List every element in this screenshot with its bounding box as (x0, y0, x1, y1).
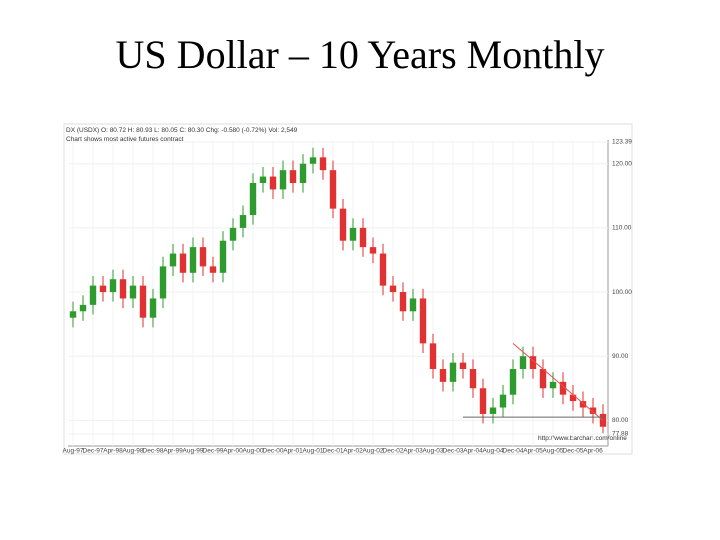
x-tick-label: Aug-02 (363, 448, 384, 455)
y-tick-label: 123.39 (612, 139, 632, 146)
candle-body (109, 279, 117, 293)
candle-body (549, 381, 557, 389)
candle-body (539, 369, 547, 389)
candle-body (219, 240, 227, 273)
x-tick-label: Apr-05 (523, 448, 543, 455)
y-tick-label: 90.00 (612, 353, 629, 360)
candle-body (249, 182, 257, 216)
candle-body (559, 381, 567, 395)
candle-body (329, 170, 337, 209)
candle-body (179, 253, 187, 273)
x-tick-label: Aug-98 (123, 448, 144, 455)
trend-line (512, 342, 604, 421)
candle-body (209, 266, 217, 273)
y-tick-label: 77.88 (612, 431, 629, 438)
candle-body (189, 247, 197, 273)
candle-body (459, 362, 467, 370)
candle-body (369, 247, 377, 254)
x-tick-label: Dec-00 (263, 448, 284, 455)
x-tick-label: Dec-03 (443, 448, 464, 455)
x-tick-label: Aug-99 (183, 448, 204, 455)
candle-body (509, 369, 517, 395)
x-tick-label: Apr-06 (583, 448, 603, 455)
x-tick-label: Dec-97 (83, 448, 104, 455)
candle-body (399, 292, 407, 312)
candle-body (569, 394, 577, 402)
candle-body (89, 285, 97, 305)
candle-body (299, 163, 307, 183)
y-tick-label: 120.00 (612, 160, 632, 167)
slide-title: US Dollar – 10 Years Monthly (116, 32, 605, 77)
x-tick-label: Aug-05 (543, 448, 564, 455)
candle-body (429, 343, 437, 370)
source: http://www.barchart.com/online (538, 435, 627, 442)
candle-body (479, 388, 487, 414)
candle-body (379, 253, 387, 286)
candle-body (309, 157, 317, 164)
y-tick-label: 110.00 (612, 225, 632, 232)
x-tick-label: Dec-05 (563, 448, 584, 455)
y-tick-label: 80.00 (612, 417, 629, 424)
x-tick-label: Aug-97 (63, 448, 84, 455)
candle-body (439, 369, 447, 382)
x-tick-label: Apr-99 (163, 448, 183, 455)
x-tick-label: Apr-03 (403, 448, 423, 455)
candle-body (149, 298, 157, 318)
candle-body (529, 356, 537, 370)
chart-subtitle: Chart shows most active futures contract (66, 136, 184, 143)
candle-body (339, 208, 347, 241)
candle-body (239, 215, 247, 228)
x-tick-label: Aug-03 (423, 448, 444, 455)
candle-body (489, 407, 497, 414)
x-tick-label: Dec-98 (143, 448, 164, 455)
candle-body (159, 266, 167, 299)
candle-body (579, 401, 587, 408)
candle-body (269, 176, 277, 190)
chart-frame (63, 123, 633, 455)
x-tick-label: Apr-01 (283, 448, 303, 455)
x-tick-label: Apr-04 (463, 448, 483, 455)
x-tick-label: Aug-04 (483, 448, 504, 455)
candle-body (289, 170, 297, 183)
candle-body (119, 279, 127, 299)
y-tick-label: 100.00 (612, 289, 632, 296)
x-tick-label: Apr-00 (223, 448, 243, 455)
candle-body (349, 227, 357, 241)
x-tick-label: Dec-01 (323, 448, 344, 455)
x-tick-label: Dec-99 (203, 448, 224, 455)
candle-body (469, 369, 477, 389)
candle-body (519, 356, 527, 370)
x-tick-label: Aug-01 (303, 448, 324, 455)
candle-body (419, 298, 427, 344)
x-tick-label: Dec-04 (503, 448, 524, 455)
candle-body (139, 285, 147, 318)
x-tick-label: Apr-98 (103, 448, 123, 455)
x-tick-label: Apr-02 (343, 448, 363, 455)
candle-body (279, 170, 287, 190)
candle-body (129, 285, 137, 299)
x-tick-label: Aug-00 (243, 448, 264, 455)
x-tick-label: Dec-02 (383, 448, 404, 455)
candle-body (319, 157, 327, 171)
candle-body (389, 285, 397, 293)
candle-body (69, 311, 77, 318)
candle-body (499, 394, 507, 408)
candle-body (199, 247, 207, 267)
candle-body (79, 304, 87, 312)
candle-body (409, 298, 417, 312)
candle-body (589, 407, 597, 414)
chart-header: DX (USDX) O: 80.72 H: 80.93 L: 80.05 C: … (66, 127, 298, 134)
candle-body (169, 253, 177, 267)
candle-body (259, 176, 267, 183)
candle-body (229, 227, 237, 241)
candle-body (449, 362, 457, 382)
candle-body (359, 227, 367, 248)
candle-body (99, 285, 107, 293)
